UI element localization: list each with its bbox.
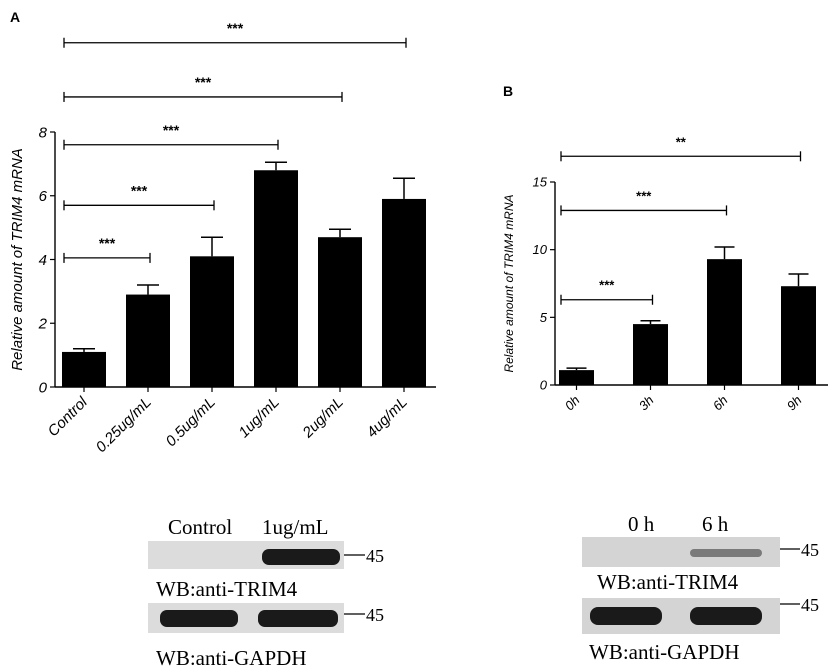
chart-b-x-tick-label: 9h (784, 393, 805, 414)
blot-a-trim4-band (262, 549, 340, 565)
chart-a-bar (318, 237, 362, 387)
western-blot-b: 0 h 6 h 45 WB:anti-TRIM4 45 WB:anti-GAPD… (582, 512, 819, 664)
chart-b-significance-label: *** (636, 188, 652, 203)
chart-a-y-tick-label: 2 (38, 316, 48, 333)
chart-a-bar (382, 198, 426, 387)
chart-a-x-tick-label: Control (45, 393, 92, 440)
chart-a-y-tick-label: 6 (39, 188, 48, 205)
blot-a-gapdh-marker: 45 (366, 605, 384, 625)
blot-a-lane-label: Control (168, 515, 232, 539)
chart-b-significance-label: *** (599, 278, 615, 293)
blot-b-trim4-band (690, 549, 762, 557)
chart-a-bar (126, 294, 170, 387)
chart-b-x-tick-label: 0h (562, 393, 583, 414)
blot-b-gapdh-label: WB:anti-GAPDH (589, 640, 740, 664)
chart-b-significance-label: ** (676, 134, 687, 149)
chart-a-significance-label: *** (99, 235, 116, 251)
chart-a-significance-label: *** (227, 20, 244, 36)
blot-a-lane-label: 1ug/mL (262, 515, 329, 539)
chart-b: 0 5 10 15 Relative amount of TRIM4 mRNA 0h 3h 6… (502, 134, 828, 413)
chart-a-significance-label: *** (163, 122, 180, 138)
western-blot-a: Control 1ug/mL 45 WB:anti-TRIM4 45 WB:an… (148, 515, 384, 670)
chart-a-bar (190, 256, 234, 387)
chart-a-significance-label: *** (131, 182, 148, 198)
blot-b-lane-label: 6 h (702, 512, 729, 536)
chart-b-bar (781, 286, 816, 385)
chart-b-bar (707, 259, 742, 385)
blot-b-gapdh-band (690, 607, 762, 625)
chart-b-y-tick-label: 10 (533, 242, 548, 257)
blot-a-trim4-marker: 45 (366, 546, 384, 566)
chart-a-bar (62, 351, 106, 387)
blot-a-gapdh-band (160, 610, 238, 627)
chart-a-x-tick-label: 1ug/mL (235, 394, 282, 441)
chart-b-y-tick-label: 0 (540, 378, 548, 393)
chart-a-y-tick-label: 4 (39, 252, 47, 269)
chart-b-y-tick-label: 5 (540, 310, 548, 325)
chart-a: 0 2 4 6 8 Relative amount of TRIM4 mRNA Contro… (9, 20, 436, 456)
blot-a-gapdh-label: WB:anti-GAPDH (156, 646, 307, 670)
chart-a-y-tick-label: 8 (39, 124, 48, 141)
panel-a-label: A (10, 9, 20, 25)
chart-a-y-tick-label: 0 (39, 379, 48, 396)
blot-b-gapdh-band (590, 607, 662, 625)
chart-b-y-axis-label: Relative amount of TRIM4 mRNA (502, 194, 516, 372)
chart-b-x-tick-label: 3h (636, 393, 657, 414)
chart-a-x-tick-label: 0.5ug/mL (163, 394, 219, 450)
chart-a-x-tick-label: 0.25ug/mL (93, 394, 155, 456)
chart-a-y-axis-label: Relative amount of TRIM4 mRNA (9, 148, 26, 371)
panel-b-label: B (503, 83, 513, 99)
chart-b-y-tick-label: 15 (533, 175, 548, 190)
chart-b-bar (559, 370, 594, 385)
chart-b-x-tick-label: 6h (710, 393, 731, 414)
blot-b-lane-label: 0 h (628, 512, 655, 536)
blot-b-trim4-label: WB:anti-TRIM4 (597, 570, 739, 594)
chart-a-significance-label: *** (195, 74, 212, 90)
chart-b-bar (633, 324, 668, 385)
blot-b-gapdh-marker: 45 (801, 595, 819, 615)
blot-a-gapdh-band (258, 610, 338, 627)
blot-b-trim4-marker: 45 (801, 540, 819, 560)
chart-a-x-tick-label: 4ug/mL (363, 394, 410, 441)
blot-a-trim4-label: WB:anti-TRIM4 (156, 577, 298, 601)
chart-a-bar (254, 170, 298, 387)
chart-a-x-tick-label: 2ug/mL (299, 394, 347, 442)
